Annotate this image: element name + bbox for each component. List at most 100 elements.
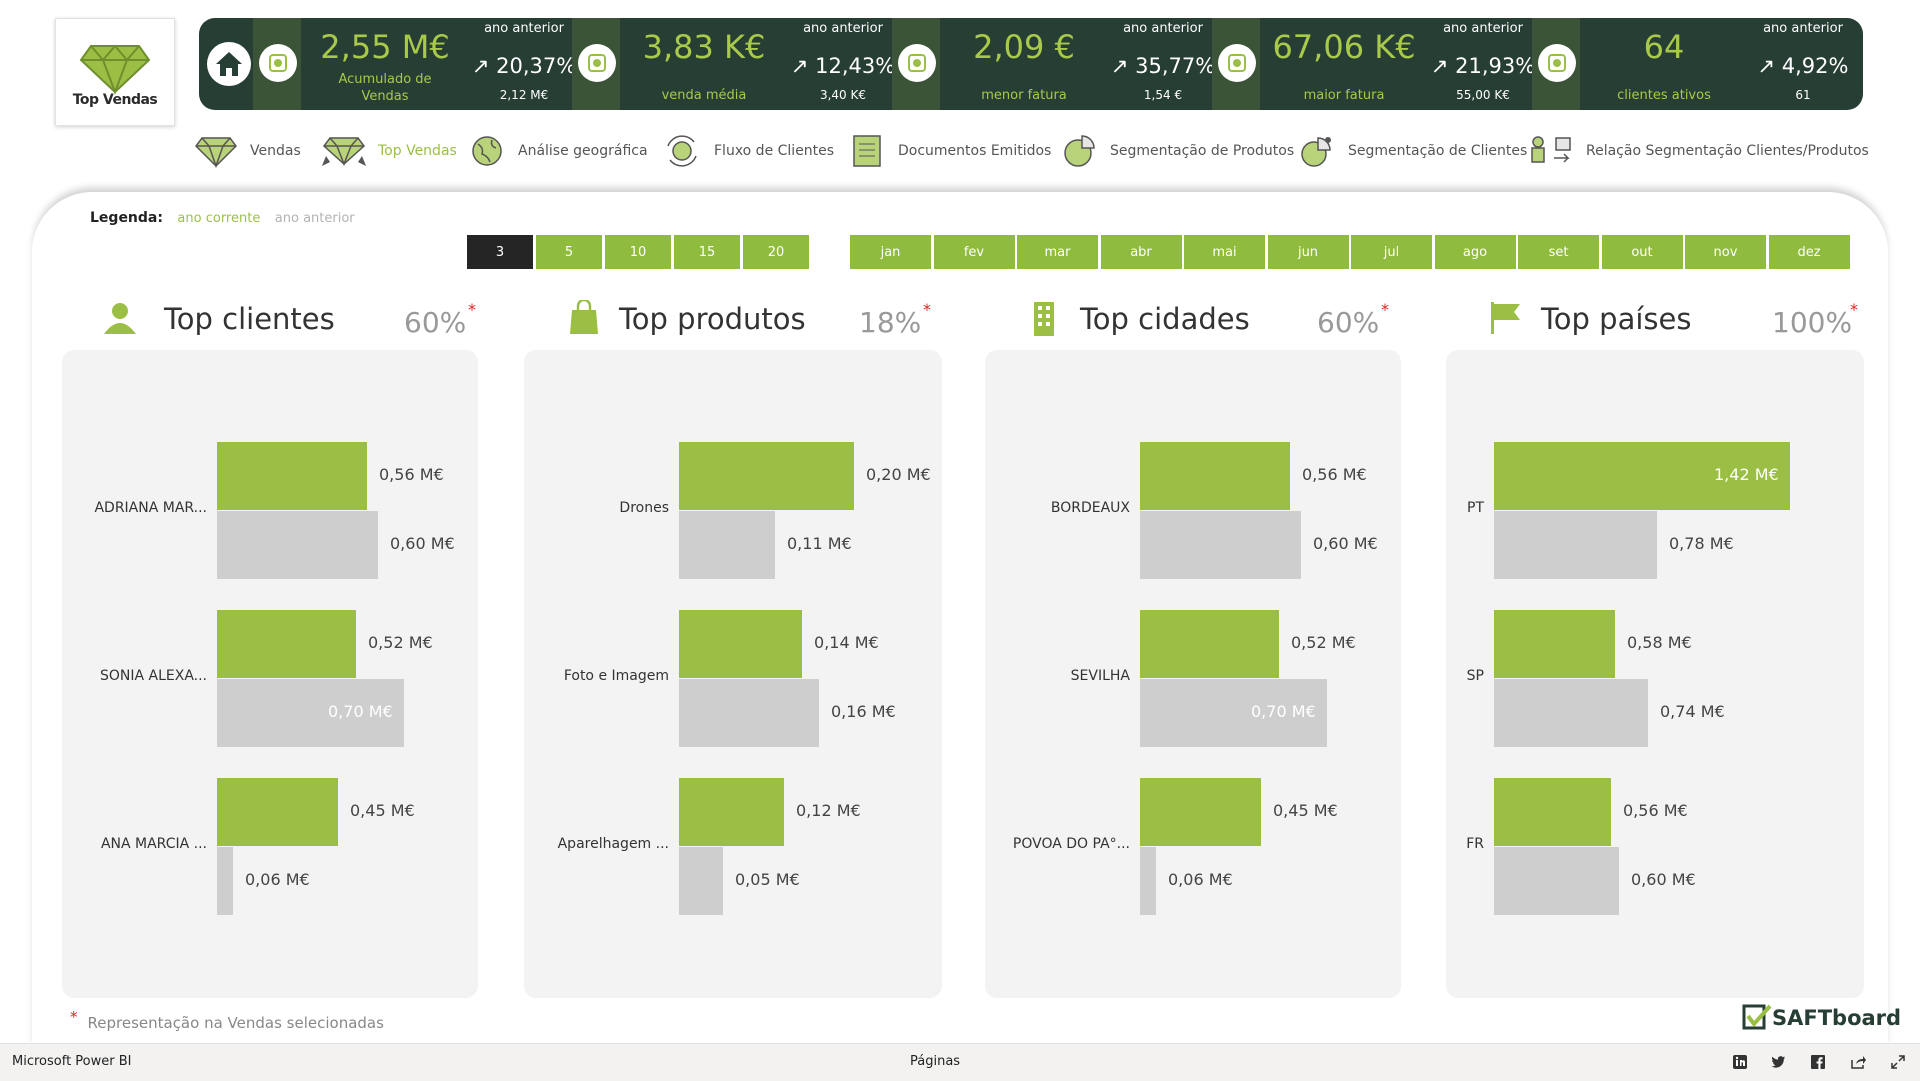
topn-option[interactable]: 20 <box>743 235 809 269</box>
month-option-nov[interactable]: nov <box>1685 235 1766 269</box>
section-title: Top países <box>1541 302 1692 336</box>
nav-item-1[interactable]: Vendas <box>194 132 301 170</box>
diamond-ribbon-icon <box>79 44 151 95</box>
bar-current-year[interactable] <box>1494 778 1611 846</box>
section-star: * <box>468 300 476 319</box>
kpi-value: 64 <box>1643 28 1685 66</box>
bar-current-year[interactable] <box>679 442 854 510</box>
section-title: Top clientes <box>164 302 335 336</box>
nav-item-4[interactable]: Fluxo de Clientes <box>662 132 834 170</box>
bar-current-year[interactable] <box>1140 778 1261 846</box>
nav-item-3[interactable]: Análise geográfica <box>470 132 648 170</box>
bar-value-label: 0,45 M€ <box>350 801 415 820</box>
bar-value-label: 0,06 M€ <box>1168 870 1233 889</box>
bar-previous-year[interactable] <box>1140 679 1327 747</box>
bar-current-year[interactable] <box>1140 610 1279 678</box>
kpi-prev-label: ano anterior <box>1763 21 1843 36</box>
kpi-prev-value: 3,40 K€ <box>819 88 867 102</box>
legend: Legenda: ano corrente ano anterior <box>90 210 355 226</box>
fullscreen-icon[interactable] <box>1890 1054 1906 1070</box>
bar-current-year[interactable] <box>217 610 356 678</box>
top-vendas-logo: Top Vendas <box>55 18 175 126</box>
bar-current-year[interactable] <box>217 442 367 510</box>
bar-current-year[interactable] <box>1140 442 1290 510</box>
legend-previous: ano anterior <box>274 211 355 226</box>
month-option-dez[interactable]: dez <box>1768 235 1850 269</box>
bar-category-label: POVOA DO PA°... <box>1012 836 1130 852</box>
month-option-ago[interactable]: ago <box>1434 235 1516 269</box>
bar-current-year[interactable] <box>679 610 802 678</box>
nav-item-7[interactable]: Segmentação de Clientes <box>1300 132 1527 170</box>
bar-category-label: ADRIANA MAR... <box>94 500 207 516</box>
kpi-change-pct: ↗ 35,77% <box>1110 54 1216 78</box>
bar-previous-year[interactable] <box>1494 511 1657 579</box>
logo-label: Top Vendas <box>72 92 158 108</box>
twitter-icon[interactable] <box>1770 1054 1786 1070</box>
kpi-caption: maior fatura <box>1303 88 1385 103</box>
chart-card: BORDEAUX 0,56 M€ 0,60 M€ SEVILHA 0,52 M€ 0,70… <box>985 350 1401 998</box>
bar-value-label: 0,60 M€ <box>1631 870 1696 889</box>
bar-previous-year[interactable] <box>1494 679 1648 747</box>
bar-previous-year[interactable] <box>679 679 819 747</box>
facebook-icon[interactable] <box>1810 1054 1826 1070</box>
bar-previous-year[interactable] <box>1494 847 1619 915</box>
nav-item-5[interactable]: Documentos Emitidos <box>850 132 1051 170</box>
nav-item-label: Segmentação de Produtos <box>1110 143 1295 159</box>
brand-name: SAFTboard <box>1772 1006 1902 1030</box>
chart-card: ADRIANA MAR... 0,56 M€ 0,60 M€ SONIA ALEXA.… <box>62 350 478 998</box>
share-icon[interactable] <box>1850 1054 1866 1070</box>
bar-current-year[interactable] <box>679 778 784 846</box>
bar-current-year[interactable] <box>217 778 338 846</box>
nav-item-label: Vendas <box>250 143 301 159</box>
bar-previous-year[interactable] <box>1140 511 1301 579</box>
month-option-fev[interactable]: fev <box>933 235 1015 269</box>
customer-flow-icon <box>662 134 708 168</box>
home-button[interactable] <box>207 42 251 86</box>
topn-option[interactable]: 5 <box>536 235 602 269</box>
pages-button[interactable]: Páginas <box>910 1054 961 1069</box>
month-option-jul[interactable]: jul <box>1351 235 1432 269</box>
linkedin-icon[interactable] <box>1732 1054 1748 1070</box>
footnote: * Representação na Vendas selecionadas <box>70 1008 384 1032</box>
topn-option[interactable]: 3 <box>467 235 533 269</box>
bar-category-label: SP <box>1466 668 1484 684</box>
section-star: * <box>923 300 931 319</box>
topn-option[interactable]: 10 <box>605 235 671 269</box>
month-option-jan[interactable]: jan <box>850 235 931 269</box>
month-option-out[interactable]: out <box>1601 235 1683 269</box>
month-option-set[interactable]: set <box>1518 235 1599 269</box>
nav-item-label: Documentos Emitidos <box>898 143 1052 159</box>
month-option-mar[interactable]: mar <box>1017 235 1098 269</box>
bar-value-label: 0,60 M€ <box>390 534 455 553</box>
bar-value-label: 0,56 M€ <box>379 465 444 484</box>
bar-previous-year[interactable] <box>679 511 775 579</box>
topn-option[interactable]: 15 <box>674 235 740 269</box>
bar-value-label: 0,60 M€ <box>1313 534 1378 553</box>
section-pct: 60% <box>1317 306 1380 339</box>
nav-item-6[interactable]: Segmentação de Produtos <box>1062 132 1294 170</box>
nav-item-label: Segmentação de Clientes <box>1348 143 1528 159</box>
chart-card: Drones 0,20 M€ 0,11 M€ Foto e Imagem 0,14 M€… <box>524 350 942 998</box>
kpi-prev-label: ano anterior <box>1443 21 1523 36</box>
bar-category-label: ANA MARCIA ... <box>100 836 207 852</box>
bar-category-label: SEVILHA <box>1070 668 1130 684</box>
bar-previous-year[interactable] <box>679 847 723 915</box>
nav-item-2[interactable]: Top Vendas <box>322 132 457 170</box>
person-icon <box>100 300 140 340</box>
bar-current-year[interactable] <box>1494 442 1790 510</box>
bar-previous-year[interactable] <box>217 679 404 747</box>
kpi-icon <box>259 44 297 82</box>
month-option-abr[interactable]: abr <box>1100 235 1182 269</box>
document-icon <box>850 134 892 168</box>
pie-person-icon <box>1300 134 1342 168</box>
bar-previous-year[interactable] <box>1140 847 1156 915</box>
month-option-mai[interactable]: mai <box>1184 235 1265 269</box>
month-option-jun[interactable]: jun <box>1267 235 1349 269</box>
kpi-value: 2,09 € <box>973 28 1075 66</box>
bar-previous-year[interactable] <box>217 847 233 915</box>
section-title: Top cidades <box>1080 302 1250 336</box>
bar-previous-year[interactable] <box>217 511 378 579</box>
kpi-caption: clientes ativos <box>1617 88 1711 103</box>
nav-item-8[interactable]: Relação Segmentação Clientes/Produtos <box>1528 132 1869 170</box>
bar-current-year[interactable] <box>1494 610 1615 678</box>
